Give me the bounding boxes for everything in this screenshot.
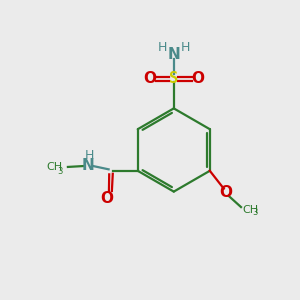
Text: H: H	[158, 41, 167, 54]
Text: O: O	[143, 71, 156, 86]
Text: O: O	[100, 191, 113, 206]
Text: 3: 3	[58, 167, 63, 176]
Text: O: O	[192, 71, 205, 86]
Text: 3: 3	[252, 208, 258, 217]
Text: O: O	[220, 185, 233, 200]
Text: CH: CH	[242, 205, 259, 215]
Text: H: H	[180, 41, 190, 54]
Text: S: S	[169, 71, 178, 86]
Text: N: N	[167, 47, 180, 62]
Text: H: H	[85, 149, 94, 162]
Text: N: N	[81, 158, 94, 173]
Text: CH: CH	[47, 162, 63, 172]
